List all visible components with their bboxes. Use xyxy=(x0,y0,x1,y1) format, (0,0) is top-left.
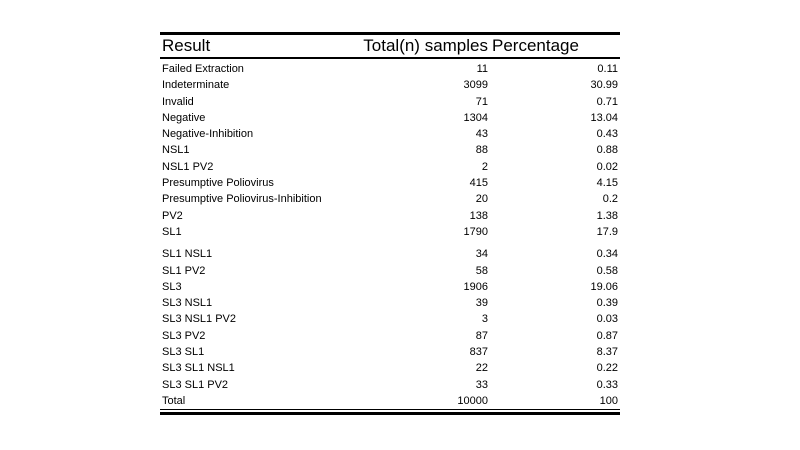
result-cell: SL1 NSL1 xyxy=(162,248,213,261)
total-samples-cell: 3 xyxy=(481,313,488,326)
total-samples-cell: 2 xyxy=(481,160,488,173)
table-row: Negative 1304 13.04 xyxy=(160,110,620,126)
results-table: Result Total(n) samples Percentage Faile… xyxy=(160,35,620,411)
result-cell: SL3 NSL1 xyxy=(162,297,213,310)
total-samples-cell: 20 xyxy=(475,193,488,206)
total-samples-cell: 33 xyxy=(475,378,488,391)
total-samples-cell: 88 xyxy=(475,144,488,157)
table-row: SL3 SL1 PV2 33 0.33 xyxy=(160,377,620,393)
total-samples-cell: 1304 xyxy=(463,111,488,124)
percentage-cell: 17.9 xyxy=(596,225,618,238)
total-samples-cell: 837 xyxy=(469,346,488,359)
result-cell: SL3 SL1 NSL1 xyxy=(162,362,235,375)
percentage-cell: 1.38 xyxy=(596,209,618,222)
total-samples-cell: 43 xyxy=(475,128,488,141)
total-samples-cell: 138 xyxy=(469,209,488,222)
table-row: SL1 PV2 58 0.58 xyxy=(160,263,620,279)
result-cell: PV2 xyxy=(162,209,183,222)
percentage-cell: 13.04 xyxy=(590,111,618,124)
percentage-cell: 0.88 xyxy=(596,144,618,157)
result-cell: SL3 NSL1 PV2 xyxy=(162,313,236,326)
percentage-cell: 19.06 xyxy=(590,280,618,293)
percentage-cell: 0.02 xyxy=(596,160,618,173)
result-cell: Presumptive Poliovirus xyxy=(162,177,274,190)
table-body: Failed Extraction 11 0.11 Indeterminate 3099… xyxy=(160,58,620,411)
percentage-cell: 0.58 xyxy=(596,264,618,277)
result-cell: Indeterminate xyxy=(162,79,230,92)
result-cell: Total xyxy=(160,392,350,411)
table-row: SL3 SL1 NSL1 22 0.22 xyxy=(160,360,620,376)
total-samples-cell: 10000 xyxy=(350,392,488,411)
total-samples-cell: 3099 xyxy=(463,79,488,92)
table-row: SL3 NSL1 39 0.39 xyxy=(160,295,620,311)
table-row: SL3 PV2 87 0.87 xyxy=(160,328,620,344)
total-samples-cell: 415 xyxy=(469,177,488,190)
table-row: NSL1 PV2 2 0.02 xyxy=(160,159,620,175)
percentage-cell: 0.2 xyxy=(602,193,618,206)
table-row: NSL1 88 0.88 xyxy=(160,142,620,158)
table-row: SL1 NSL1 34 0.34 xyxy=(160,240,620,262)
percentage-cell: 30.99 xyxy=(590,79,618,92)
total-samples-cell: 71 xyxy=(475,95,488,108)
table-row: SL3 1906 19.06 xyxy=(160,279,620,295)
result-cell: SL3 PV2 xyxy=(162,329,206,342)
percentage-cell: 0.33 xyxy=(596,378,618,391)
total-samples-cell: 87 xyxy=(475,329,488,342)
table-row: PV2 138 1.38 xyxy=(160,208,620,224)
percentage-cell: 4.15 xyxy=(596,177,618,190)
percentage-cell: 100 xyxy=(488,392,620,411)
total-samples-cell: 1790 xyxy=(463,225,488,238)
column-header-total-samples: Total(n) samples xyxy=(350,35,488,59)
table-row: Failed Extraction 11 0.11 xyxy=(160,58,620,77)
total-samples-cell: 1906 xyxy=(463,280,488,293)
table-row: Negative-Inhibition 43 0.43 xyxy=(160,126,620,142)
total-samples-cell: 34 xyxy=(475,248,488,261)
table-header: Result Total(n) samples Percentage xyxy=(160,35,620,59)
percentage-cell: 0.87 xyxy=(596,329,618,342)
total-samples-cell: 11 xyxy=(476,63,488,75)
table-row: SL3 NSL1 PV2 3 0.03 xyxy=(160,311,620,327)
result-cell: Presumptive Poliovirus-Inhibition xyxy=(162,193,322,206)
result-cell: NSL1 PV2 xyxy=(162,160,214,173)
result-cell: SL3 SL1 xyxy=(162,346,205,359)
percentage-cell: 0.71 xyxy=(596,95,618,108)
result-cell: Invalid xyxy=(162,95,194,108)
result-cell: Failed Extraction xyxy=(162,63,244,75)
result-cell: SL3 xyxy=(162,280,182,293)
result-cell: Negative xyxy=(162,111,206,124)
table-row: Indeterminate 3099 30.99 xyxy=(160,77,620,93)
result-cell: SL3 SL1 PV2 xyxy=(162,378,229,391)
result-cell: SL1 PV2 xyxy=(162,264,206,277)
table-row: Presumptive Poliovirus 415 4.15 xyxy=(160,175,620,191)
percentage-cell: 0.43 xyxy=(596,128,618,141)
total-samples-cell: 22 xyxy=(475,362,488,375)
percentage-cell: 0.39 xyxy=(596,297,618,310)
table-row: Presumptive Poliovirus-Inhibition 20 0.2 xyxy=(160,191,620,207)
total-samples-cell: 39 xyxy=(475,297,488,310)
percentage-cell: 8.37 xyxy=(596,346,618,359)
table-header-row: Result Total(n) samples Percentage xyxy=(160,35,620,59)
percentage-cell: 0.34 xyxy=(596,248,618,261)
table-row: SL1 1790 17.9 xyxy=(160,224,620,240)
table-row: SL3 SL1 837 8.37 xyxy=(160,344,620,360)
result-cell: Negative-Inhibition xyxy=(162,128,254,141)
percentage-cell: 0.11 xyxy=(597,63,618,75)
result-cell: NSL1 xyxy=(162,144,190,157)
column-header-percentage: Percentage xyxy=(488,35,620,59)
result-cell: SL1 xyxy=(162,225,182,238)
percentage-cell: 0.22 xyxy=(596,362,618,375)
total-row: Total 10000 100 xyxy=(160,392,620,411)
results-table-container: Result Total(n) samples Percentage Faile… xyxy=(160,32,620,416)
percentage-cell: 0.03 xyxy=(596,313,618,326)
total-samples-cell: 58 xyxy=(475,264,488,277)
column-header-result: Result xyxy=(160,35,350,59)
table-row: Invalid 71 0.71 xyxy=(160,94,620,110)
